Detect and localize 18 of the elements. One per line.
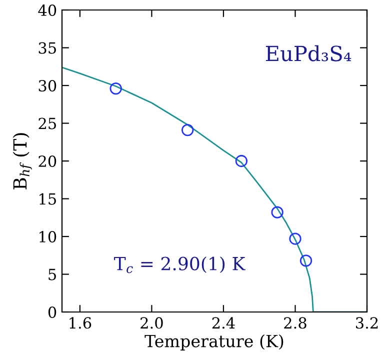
y-tick-label: 10 <box>40 230 56 243</box>
x-tick-label: 3.2 <box>356 317 378 329</box>
y-axis-title: B$_{hf}$ (T) <box>12 133 32 190</box>
y-tick-label: 30 <box>38 80 56 92</box>
y-tick-label: 5 <box>48 268 56 280</box>
x-tick-label: 2.4 <box>212 317 235 329</box>
y-tick-label: 40 <box>38 4 56 16</box>
x-axis-title: Temperature (K) <box>144 334 284 351</box>
x-tick-label: 2.8 <box>284 317 306 329</box>
y-tick-label: 0 <box>48 306 56 318</box>
text: EuPd₃S₄ <box>266 45 352 62</box>
y-tick-label: 15 <box>40 193 56 205</box>
y-tick-label: 20 <box>38 155 56 168</box>
annotation: T$_{c}$ = 2.90(1) K <box>114 256 246 274</box>
y-tick-label: 35 <box>38 42 56 54</box>
x-tick-label: 1.6 <box>70 317 92 329</box>
y-tick-label: 25 <box>38 118 56 130</box>
x-tick-label: 2.0 <box>140 317 163 329</box>
